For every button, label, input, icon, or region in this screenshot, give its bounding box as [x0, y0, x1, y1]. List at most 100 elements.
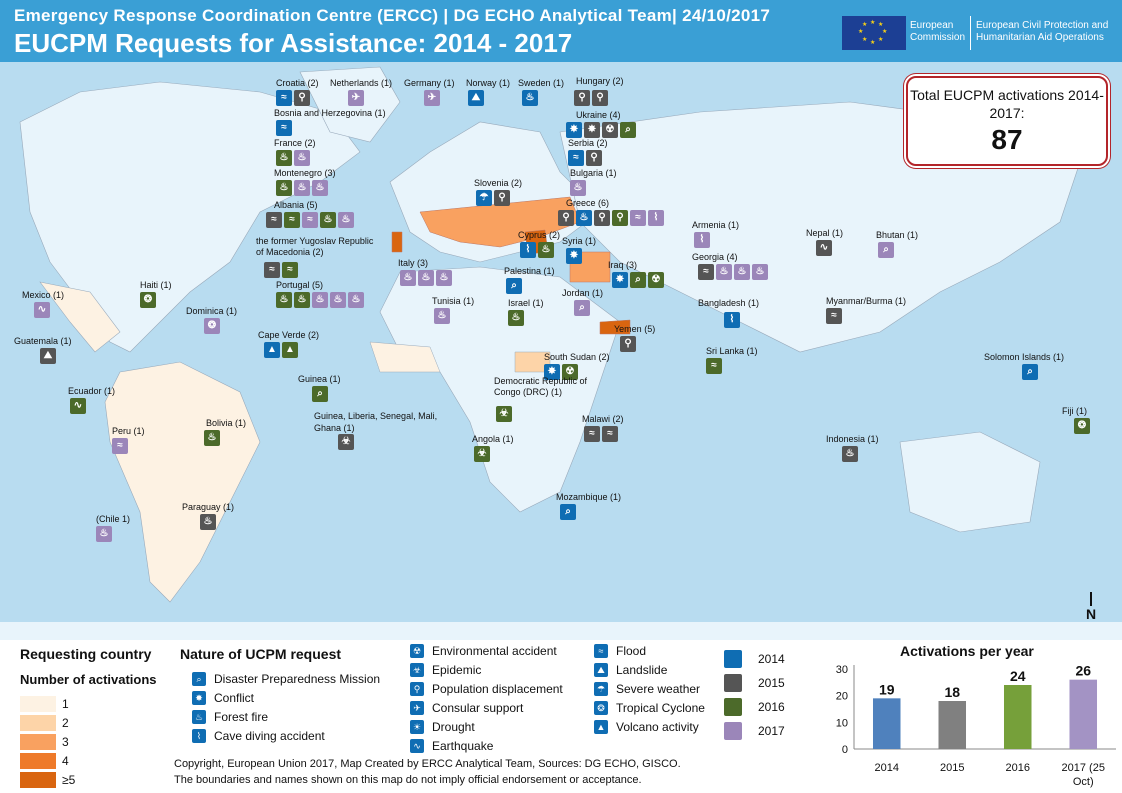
volcano-activityicon: ▲	[594, 720, 608, 734]
icons-cyprus: ⌇ ♨	[520, 242, 554, 258]
disaster-preparedness-icon: ⌕	[1022, 364, 1038, 380]
ec-logo: ★ ★ ★ ★ ★ ★ ★ ★ European Commission European …	[842, 12, 1118, 54]
activation-swatch	[20, 753, 56, 769]
activation-swatch-label: 4	[62, 754, 69, 768]
legend-activations-title: Number of activations	[20, 672, 157, 687]
forest-fire-icon: ♨	[200, 514, 216, 530]
forest-fire-icon: ♨	[276, 150, 292, 166]
header-subtitle: Emergency Response Coordination Centre (…	[14, 6, 771, 25]
map-svg	[0, 66, 1122, 640]
year-swatch	[724, 698, 742, 716]
environmental-accident-icon: ☢	[648, 272, 664, 288]
forest-fire-icon: ♨	[312, 292, 328, 308]
nature-item-label: Flood	[616, 644, 647, 658]
label-bolivia: Bolivia (1)	[206, 418, 247, 428]
icons-montenegro: ♨ ♨ ♨	[276, 180, 328, 196]
nature-item-label: Volcano activity	[616, 720, 699, 734]
label-angola: Angola (1)	[472, 434, 514, 444]
disaster-preparedness-icon: ⌕	[506, 278, 522, 294]
forest-fire-icon: ♨	[204, 430, 220, 446]
icons-ecuador: ∿	[70, 398, 86, 414]
landslide-icon: ⛰	[468, 90, 484, 106]
forest-fire-icon: ♨	[522, 90, 538, 106]
nature-item: ✸ Conflict	[192, 691, 254, 705]
environmental-accident-icon: ☢	[602, 122, 618, 138]
label-tunisia: Tunisia (1)	[432, 296, 475, 306]
label-malawi: Malawi (2)	[582, 414, 624, 424]
year-swatch	[724, 674, 742, 692]
cave-diving-icon: ⌇	[520, 242, 536, 258]
nature-item-label: Environmental accident	[432, 644, 557, 658]
environmental-accidenticon: ☢	[410, 644, 424, 658]
icons-nepal: ∿	[816, 240, 832, 256]
nature-item-label: Landslide	[616, 663, 668, 677]
icons-bhutan: ⌕	[878, 242, 894, 258]
label-germany: Germany (1)	[404, 78, 455, 88]
consular-supporticon: ✈	[410, 701, 424, 715]
nature-item-label: Population displacement	[432, 682, 563, 696]
legend-nature-title: Nature of UCPM request	[180, 646, 342, 662]
logo-right-text: European Civil Protection and Humanitari…	[976, 20, 1109, 43]
copyright-text: Copyright, European Union 2017, Map Crea…	[174, 756, 681, 788]
label-italy: Italy (3)	[398, 258, 429, 268]
nature-item: ♨ Forest fire	[192, 710, 268, 724]
landslideicon: ⛰	[594, 663, 608, 677]
label-bangladesh: Bangladesh (1)	[698, 298, 760, 308]
nature-item: ☀ Drought	[410, 720, 475, 734]
label-portugal: Portugal (5)	[276, 280, 324, 290]
icons-palestina: ⌕	[506, 278, 522, 294]
population-displacement-icon: ⚲	[592, 90, 608, 106]
nature-item: ⛰ Landslide	[594, 663, 667, 677]
forest-fire-icon: ♨	[734, 264, 750, 280]
label-myanmar: Myanmar/Burma (1)	[826, 296, 907, 306]
cave-diving-icon: ⌇	[648, 210, 664, 226]
forest-fire-icon: ♨	[320, 212, 336, 228]
conflict-icon: ✸	[566, 248, 582, 264]
icons-tunisia: ♨	[434, 308, 450, 324]
droughticon: ☀	[410, 720, 424, 734]
flood-icon: ≈	[284, 212, 300, 228]
icons-guatemala: ⛰	[40, 348, 56, 364]
icons-haiti: ❂	[140, 292, 156, 308]
activation-swatch	[20, 772, 56, 788]
legend-requesting-title: Requesting country	[20, 646, 152, 662]
icons-bosnia: ≈	[276, 120, 292, 136]
nature-item: ≈ Flood	[594, 644, 646, 658]
icons-bolivia: ♨	[204, 430, 220, 446]
nature-item: ⚲ Population displacement	[410, 682, 563, 696]
forest-fire-icon: ♨	[330, 292, 346, 308]
population-displacement-icon: ⚲	[558, 210, 574, 226]
label-chile: (Chile 1)	[96, 514, 131, 524]
icons-mozambique: ⌕	[560, 504, 576, 520]
activation-swatch	[20, 715, 56, 731]
earthquake-icon: ∿	[816, 240, 832, 256]
x-tick-label: 2015	[940, 762, 964, 774]
north-arrow-icon: N	[1086, 592, 1096, 622]
label-georgia: Georgia (4)	[692, 252, 738, 262]
nature-item: ☢ Environmental accident	[410, 644, 557, 658]
chart-svg: 0 10 20 30 19 2014 18 2015 24 2016 26 2017 (25 Oct)	[836, 663, 1116, 788]
flood-icon: ≈	[706, 358, 722, 374]
year-label: 2016	[758, 700, 785, 714]
conflict-icon: ✸	[544, 364, 560, 380]
flood-icon: ≈	[266, 212, 282, 228]
epidemic-icon: ☣	[496, 406, 512, 422]
icons-croatia: ≈ ⚲	[276, 90, 310, 106]
icons-albania: ≈ ≈ ≈ ♨ ♨	[266, 212, 354, 228]
icons-drc: ☣	[496, 406, 512, 422]
mexico-shape	[39, 281, 121, 353]
nature-item: ❂ Tropical Cyclone	[594, 701, 705, 715]
nature-item: ⌕ Disaster Preparedness Mission	[192, 672, 380, 686]
activation-swatch-label: 2	[62, 716, 69, 730]
activation-swatch	[20, 734, 56, 750]
icons-germany: ✈	[424, 90, 440, 106]
antarctica-shape	[0, 622, 1122, 640]
nature-item-label: Consular support	[432, 701, 524, 715]
copyright-line-1: Copyright, European Union 2017, Map Crea…	[174, 758, 681, 770]
volcano-activity-icon: ▲	[282, 342, 298, 358]
icons-serbia: ≈ ⚲	[568, 150, 602, 166]
flood-icon: ≈	[276, 120, 292, 136]
label-guatemala: Guatemala (1)	[14, 336, 72, 346]
nature-item: ⌇ Cave diving accident	[192, 729, 325, 743]
disaster-preparedness-icon: ⌕	[574, 300, 590, 316]
